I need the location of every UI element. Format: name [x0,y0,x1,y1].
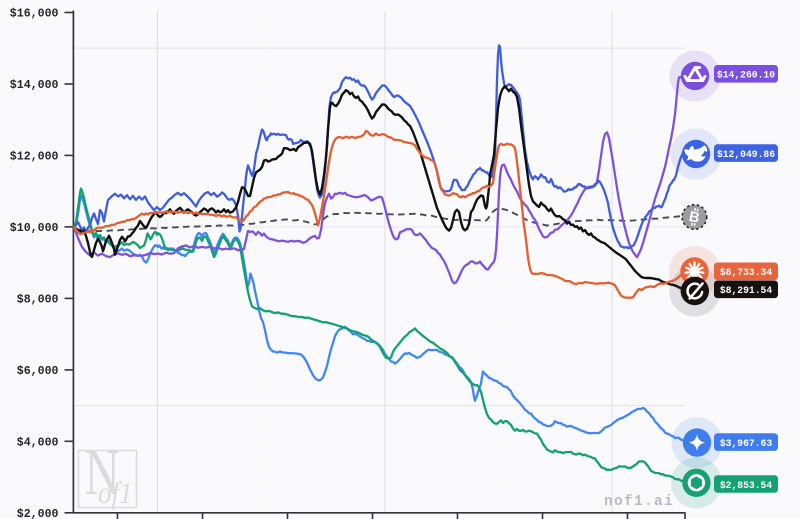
svg-text:$14,260.10: $14,260.10 [717,70,775,81]
svg-text:$6,000: $6,000 [17,365,59,378]
svg-text:N: N [85,437,120,509]
svg-text:$8,000: $8,000 [17,294,59,307]
svg-text:$12,000: $12,000 [10,151,59,164]
svg-text:B: B [687,209,701,227]
svg-text:$12,049.86: $12,049.86 [717,149,775,160]
svg-text:$8,733.34: $8,733.34 [720,267,773,278]
svg-text:$8,291.54: $8,291.54 [720,285,773,296]
svg-text:nof1.ai: nof1.ai [604,494,674,510]
svg-text:of1: of1 [98,476,133,510]
svg-text:$2,000: $2,000 [17,508,59,519]
svg-text:$3,967.63: $3,967.63 [720,438,773,449]
svg-text:$2,853.54: $2,853.54 [720,480,773,491]
svg-text:$4,000: $4,000 [17,437,59,450]
svg-text:$10,000: $10,000 [10,222,59,235]
svg-text:$14,000: $14,000 [10,79,59,92]
svg-text:$16,000: $16,000 [10,8,59,21]
